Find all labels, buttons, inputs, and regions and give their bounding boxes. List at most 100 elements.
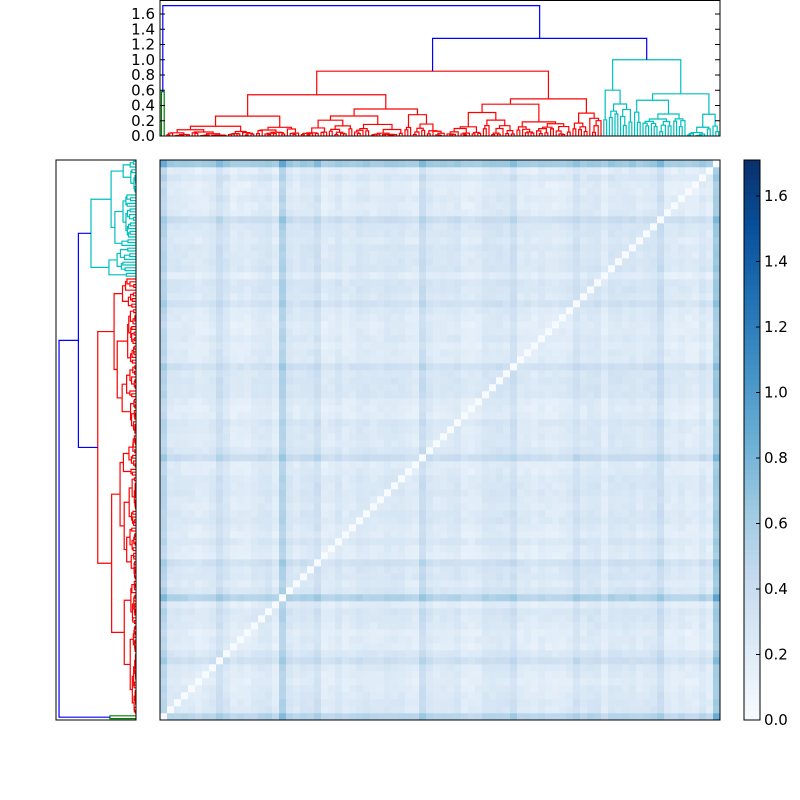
heatmap-cell (657, 678, 665, 686)
heatmap-cell (608, 321, 616, 329)
heatmap-cell (412, 419, 420, 427)
heatmap-cell (489, 538, 497, 546)
heatmap-cell (475, 538, 483, 546)
heatmap-cell (699, 636, 707, 644)
heatmap-cell (552, 685, 560, 693)
heatmap-cell (559, 489, 567, 497)
heatmap-cell (608, 489, 616, 497)
heatmap-cell (699, 629, 707, 637)
heatmap-cell (454, 608, 462, 616)
heatmap-cell (573, 601, 581, 609)
heatmap-cell (685, 664, 693, 672)
heatmap-cell (216, 314, 224, 322)
dendrogram-link (133, 536, 136, 545)
heatmap-cell (286, 405, 294, 413)
heatmap-cell (307, 622, 315, 630)
heatmap-cell (258, 678, 266, 686)
heatmap-cell (496, 510, 504, 518)
heatmap-cell (237, 629, 245, 637)
heatmap-cell (545, 496, 553, 504)
heatmap-cell (692, 440, 700, 448)
heatmap-cell (573, 594, 581, 602)
heatmap-cell (517, 391, 525, 399)
heatmap-cell (419, 510, 427, 518)
heatmap-cell (272, 636, 280, 644)
heatmap-cell (671, 349, 679, 357)
heatmap-cell (412, 384, 420, 392)
heatmap-cell (265, 377, 273, 385)
heatmap-cell (286, 468, 294, 476)
heatmap-cell (510, 566, 518, 574)
heatmap-cell (601, 433, 609, 441)
heatmap-cell (405, 342, 413, 350)
heatmap-cell (286, 440, 294, 448)
heatmap-cell (608, 650, 616, 658)
heatmap-cell (279, 391, 287, 399)
heatmap-cell (251, 349, 259, 357)
heatmap-cell (286, 622, 294, 630)
heatmap-cell (160, 475, 168, 483)
heatmap-cell (356, 636, 364, 644)
heatmap-cell (426, 342, 434, 350)
heatmap-cell (566, 622, 574, 630)
heatmap-cell (517, 461, 525, 469)
dendrogram-link (622, 108, 631, 123)
dendrogram-link (131, 603, 134, 621)
heatmap-cell (293, 629, 301, 637)
heatmap-cell (692, 328, 700, 336)
heatmap-cell (678, 636, 686, 644)
heatmap-cell (202, 601, 210, 609)
heatmap-cell (454, 377, 462, 385)
dendrogram-link (131, 298, 136, 302)
heatmap-cell (300, 713, 308, 721)
heatmap-cell (405, 573, 413, 581)
heatmap-cell (251, 657, 259, 665)
heatmap-cell (685, 559, 693, 567)
heatmap-cell (188, 531, 196, 539)
heatmap-cell (286, 566, 294, 574)
heatmap-cell (286, 503, 294, 511)
heatmap-cell (328, 580, 336, 588)
heatmap-cell (363, 370, 371, 378)
heatmap-cell (671, 622, 679, 630)
heatmap-cell (335, 706, 343, 714)
heatmap-cell (538, 580, 546, 588)
heatmap-cell (188, 538, 196, 546)
heatmap-cell (601, 461, 609, 469)
heatmap-cell (426, 650, 434, 658)
heatmap-cell (496, 321, 504, 329)
heatmap-cell (181, 356, 189, 364)
heatmap-cell (307, 559, 315, 567)
heatmap-cell (454, 496, 462, 504)
heatmap-cell (377, 636, 385, 644)
heatmap-cell (636, 328, 644, 336)
heatmap-cell (202, 503, 210, 511)
heatmap-cell (272, 419, 280, 427)
heatmap-cell (461, 475, 469, 483)
heatmap-cell (412, 671, 420, 679)
heatmap-cell (405, 489, 413, 497)
heatmap-cell (601, 713, 609, 721)
heatmap-cell (671, 398, 679, 406)
heatmap-cell (475, 706, 483, 714)
heatmap-cell (377, 370, 385, 378)
heatmap-cell (608, 335, 616, 343)
heatmap-cell (286, 342, 294, 350)
heatmap-cell (328, 622, 336, 630)
heatmap-cell (258, 566, 266, 574)
dendrogram-link (121, 383, 131, 413)
heatmap-cell (440, 587, 448, 595)
heatmap-cell (671, 321, 679, 329)
heatmap-cell (706, 559, 714, 567)
heatmap-cell (615, 356, 623, 364)
heatmap-cell (692, 671, 700, 679)
heatmap-cell (391, 629, 399, 637)
heatmap-cell (622, 545, 630, 553)
heatmap-cell (342, 636, 350, 644)
heatmap-cell (594, 594, 602, 602)
heatmap-cell (174, 608, 182, 616)
heatmap-cell (230, 538, 238, 546)
heatmap-cell (496, 671, 504, 679)
heatmap-cell (580, 482, 588, 490)
dendrogram-link (116, 340, 128, 399)
